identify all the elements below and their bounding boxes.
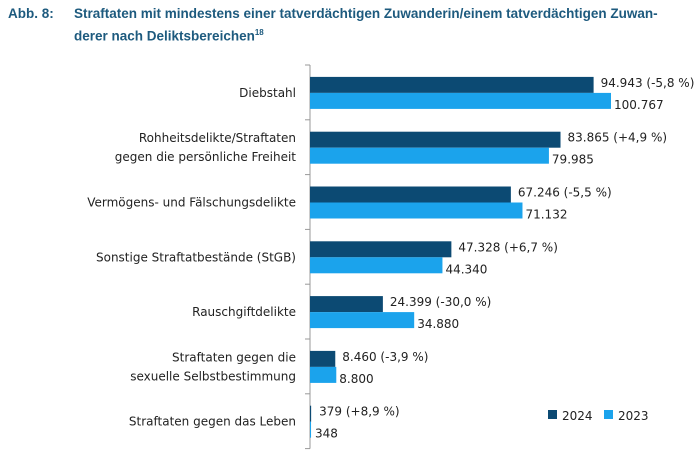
category-label: Rauschgiftdelikte [192,305,296,319]
data-label-2024: 47.328 (+6,7 %) [458,240,558,254]
bar-2023 [310,257,443,274]
bar-2024 [310,241,452,258]
bar-2024 [310,186,511,203]
legend-swatch-2024 [548,410,557,419]
bar-2024 [310,296,383,313]
legend-label-2024: 2024 [562,409,593,423]
bar-2024 [310,131,561,148]
legend-label-2023: 2023 [618,409,649,423]
data-label-2023: 348 [315,427,338,441]
bar-2023 [310,202,523,219]
data-label-2023: 71.132 [525,208,567,222]
data-label-2024: 8.460 (-3,9 %) [342,350,428,364]
bar-2023 [310,147,549,164]
data-label-2023: 79.985 [552,153,594,167]
bar-2023 [310,92,611,109]
chart-title: Abb. 8: Straftaten mit mindestens einer t… [8,4,698,46]
bar-2024 [310,76,594,93]
bar-2023 [310,421,312,438]
category-label: sexuelle Selbstbestimmung [130,369,296,383]
title-line-1: Straftaten mit mindestens einer tatverdä… [74,6,658,21]
bar-2024 [310,350,336,367]
bar-2023 [310,366,337,383]
category-label: Straftaten gegen die [172,350,296,364]
data-label-2024: 67.246 (-5,5 %) [518,186,612,200]
category-label: Straftaten gegen das Leben [129,415,296,429]
data-label-2024: 379 (+8,9 %) [319,405,399,419]
data-label-2023: 8.800 [339,372,373,386]
footnote-ref: 18 [254,28,264,37]
category-label: Diebstahl [239,86,296,100]
legend-swatch-2023 [604,410,613,419]
data-label-2024: 24.399 (-30,0 %) [390,295,491,309]
data-label-2024: 83.865 (+4,9 %) [568,131,668,145]
data-label-2023: 44.340 [445,262,487,276]
data-label-2023: 100.767 [614,98,664,112]
figure-number: Abb. 8: [8,6,54,21]
category-label: gegen die persönliche Freiheit [115,150,297,164]
category-label: Rohheitsdelikte/Straftaten [139,131,296,145]
bar-2023 [310,312,415,329]
category-label: Vermögens- und Fälschungsdelikte [87,196,296,210]
title-line-2: derer nach Deliktsbereichen [74,28,255,44]
data-label-2024: 94.943 (-5,8 %) [601,76,695,90]
data-label-2023: 34.880 [417,317,459,331]
bar-2024 [310,405,312,422]
category-label: Sonstige Straftatbestände (StGB) [96,250,296,264]
